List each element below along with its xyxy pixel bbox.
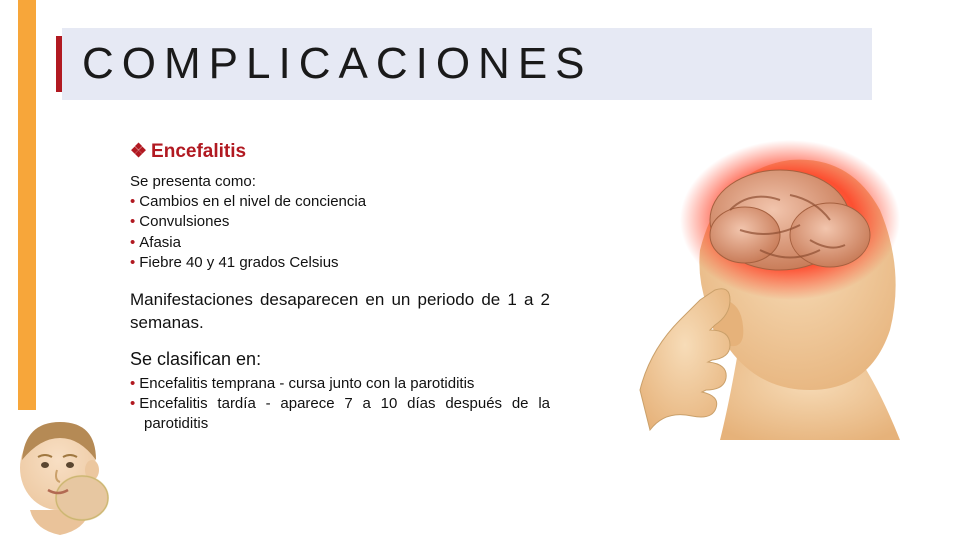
list-item: •Fiebre 40 y 41 grados Celsius [130,253,550,273]
list-item: •Encefalitis temprana - cursa junto con … [130,374,550,394]
content-column: ❖Encefalitis Se presenta como: •Cambios … [130,140,550,435]
title-block: COMPLICACIONES [62,28,872,100]
list-item: •Cambios en el nivel de conciencia [130,192,550,212]
child-parotiditis-illustration [0,410,120,540]
page-title: COMPLICACIONES [82,39,593,89]
symptom-text: Afasia [139,234,181,251]
bullet-icon: • [130,234,135,251]
intro-label: Se presenta como: [130,173,550,190]
list-item: •Convulsiones [130,212,550,232]
classify-label: Se clasifican en: [130,349,550,370]
bullet-icon: • [130,375,135,392]
bullet-icon: • [130,254,135,271]
symptom-list: •Cambios en el nivel de conciencia •Conv… [130,192,550,273]
list-item: •Encefalitis tardía - aparece 7 a 10 día… [130,394,550,435]
bullet-icon: • [130,395,135,412]
bullet-icon: • [130,193,135,210]
brain-head-illustration [580,140,920,460]
symptom-text: Fiebre 40 y 41 grados Celsius [139,254,338,271]
symptom-text: Convulsiones [139,213,229,230]
symptom-text: Cambios en el nivel de conciencia [139,193,366,210]
subheading: ❖Encefalitis [130,140,550,163]
paragraph: Manifestaciones desaparecen en un period… [130,289,550,335]
subheading-text: Encefalitis [151,141,246,162]
bullet-icon: • [130,213,135,230]
classification-text: Encefalitis tardía - aparece 7 a 10 días… [139,395,550,432]
classification-text: Encefalitis temprana - cursa junto con l… [139,375,474,392]
list-item: •Afasia [130,233,550,253]
diamond-bullet-icon: ❖ [130,141,147,162]
classification-list: •Encefalitis temprana - cursa junto con … [130,374,550,435]
